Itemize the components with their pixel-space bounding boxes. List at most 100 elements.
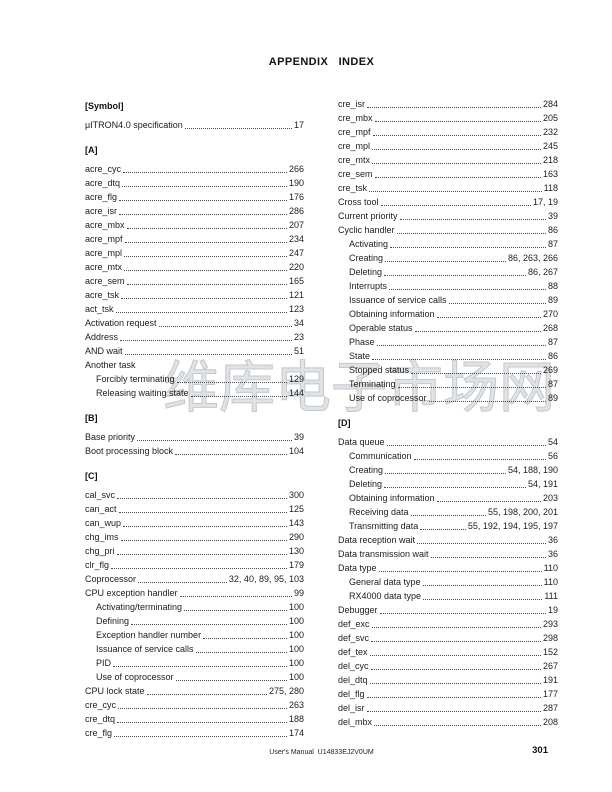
index-term: Forcibly terminating [96,374,175,384]
index-term: Address [85,332,119,342]
index-term: def_svc [338,633,370,643]
index-page-numbers: 55, 192, 194, 195, 197 [467,521,558,531]
index-entry: Activating 87 [338,237,558,251]
index-entry: cre_tsk 118 [338,181,558,195]
section-header: [C] [85,471,98,481]
index-entry: Data transmission wait 36 [338,547,558,561]
index-entry: Use of coprocessor 100 [85,670,304,684]
index-entry: del_flg 177 [338,687,558,701]
index-term: Creating [349,465,384,475]
dot-leader [397,387,546,388]
index-term: chg_ims [85,532,119,542]
index-entry: Data queue 54 [338,435,558,449]
index-page-numbers: 17, 19 [532,197,558,207]
index-term: def_exc [338,619,370,629]
dot-leader [126,284,287,285]
index-term: Boot processing block [85,446,174,456]
index-page-numbers: 263 [288,700,304,710]
index-entry: acre_isr 286 [85,204,304,218]
index-term: Receiving data [349,507,409,517]
index-entry: def_svc 298 [338,631,558,645]
index-page-numbers: 87 [547,239,558,249]
index-page-numbers: 32, 40, 89, 95, 103 [228,574,304,584]
dot-leader [413,459,546,460]
index-entry: Stopped status 269 [338,363,558,377]
index-entry: Deleting 54, 191 [338,477,558,491]
index-term: Cyclic handler [338,225,395,235]
index-page-numbers: 125 [288,504,304,514]
index-term: μITRON4.0 specification [85,120,183,130]
index-entry: del_cyc 267 [338,659,558,673]
index-entry: Current priority 39 [338,209,558,223]
index-page-numbers: 174 [288,728,304,738]
dot-leader [116,554,287,555]
index-term: Issuance of service calls [349,295,447,305]
dot-leader [428,401,546,402]
dot-leader [126,228,287,229]
dot-leader [420,529,466,530]
index-entry: cre_cyc 263 [85,698,304,712]
index-term: acre_flg [85,192,118,202]
index-entry: Obtaining information 203 [338,491,558,505]
dot-leader [123,172,287,173]
index-term: Coprocessor [85,574,137,584]
index-page-numbers: 179 [288,560,304,570]
index-entry: can_wup 143 [85,516,304,530]
dot-leader [372,135,541,136]
dot-leader [369,683,541,684]
dot-leader [117,498,287,499]
index-term: Data transmission wait [338,549,429,559]
index-page-numbers: 110 [543,577,558,587]
dot-leader [385,261,506,262]
dot-leader [436,501,541,502]
index-term: State [349,351,371,361]
index-term: cre_sem [338,169,373,179]
dot-leader [410,515,486,516]
index-entry: def_exc 293 [338,617,558,631]
index-entry: def_tex 152 [338,645,558,659]
dot-leader [378,571,542,572]
footer-page-number: 301 [532,745,548,756]
index-entry: CPU lock state 275, 280 [85,684,304,698]
index-entry: Issuance of service calls 89 [338,293,558,307]
index-entry: Data type 110 [338,561,558,575]
index-term: Activating [349,239,389,249]
index-page-numbers: 104 [288,446,304,456]
index-term: del_cyc [338,661,369,671]
index-entry: cre_isr 284 [338,97,558,111]
dot-leader [396,233,546,234]
dot-leader [138,582,227,583]
index-term: chg_pri [85,546,115,556]
index-entry: Releasing waiting state 144 [85,386,304,400]
index-term: CPU exception handler [85,588,178,598]
index-term: can_act [85,504,117,514]
dot-leader [372,163,541,164]
dot-leader [384,275,526,276]
index-term: Phase [349,337,375,347]
index-entry: act_tsk 123 [85,302,304,316]
index-page-numbers: 220 [288,262,304,272]
dot-leader [184,128,292,129]
index-entry: Deleting 86, 267 [338,265,558,279]
dot-leader [203,638,287,639]
index-entry: General data type 110 [338,575,558,589]
index-term: Activation request [85,318,157,328]
index-page-numbers: 208 [542,717,558,727]
footer-manual-label: User's Manual U14833EJ2V0UM [269,749,374,756]
index-term: cre_mtx [338,155,371,165]
dot-leader [120,340,292,341]
index-page-numbers: 270 [542,309,558,319]
index-page-numbers: 218 [542,155,558,165]
index-term: acre_cyc [85,164,122,174]
dot-leader [389,289,546,290]
index-page-numbers: 121 [288,290,304,300]
index-term: Another task [85,360,136,370]
index-page-numbers: 152 [542,647,558,657]
index-entry: del_dtq 191 [338,673,558,687]
index-page-numbers: 100 [288,630,304,640]
index-page-numbers: 23 [293,332,304,342]
index-entry: acre_mpf 234 [85,232,304,246]
index-page-numbers: 203 [542,493,558,503]
index-page-numbers: 100 [288,672,304,682]
index-entry: Use of coprocessor 89 [338,391,558,405]
